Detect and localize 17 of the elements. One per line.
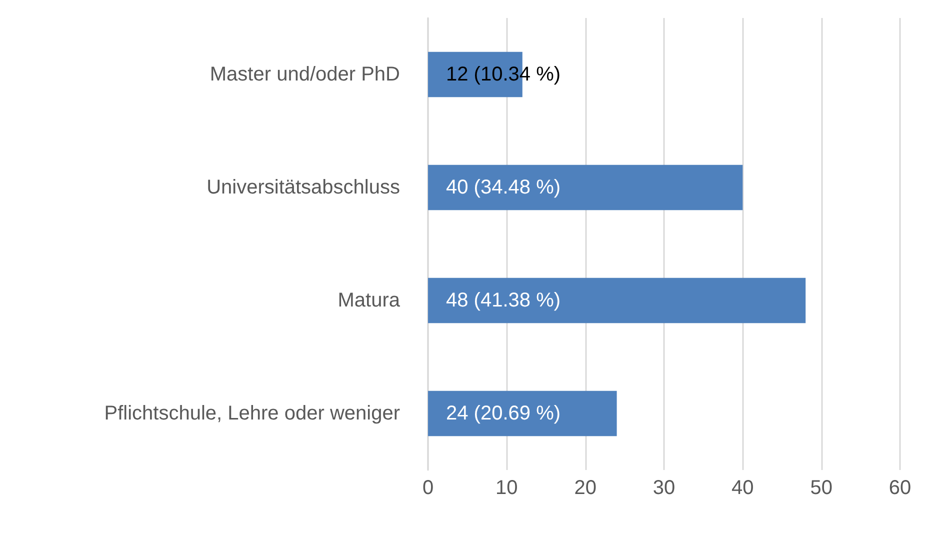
y-tick-label: Master und/oder PhD	[210, 64, 400, 86]
y-tick-label: Universitätsabschluss	[206, 176, 400, 198]
bar	[428, 390, 617, 436]
x-tick-label: 20	[574, 477, 596, 499]
bar	[428, 278, 806, 324]
y-tick-label: Pflichtschule, Lehre oder weniger	[104, 402, 400, 424]
data-label: 48 (41.38 %)	[446, 290, 561, 312]
x-tick-label: 60	[888, 477, 912, 499]
bar	[428, 164, 743, 210]
data-label: 40 (34.48 %)	[446, 176, 561, 198]
x-tick-label: 30	[652, 477, 676, 499]
x-tick-label: 10	[496, 477, 518, 499]
x-tick-label: 0	[422, 477, 434, 499]
y-tick-label: Matura	[338, 290, 401, 312]
x-tick-label: 50	[810, 477, 832, 499]
x-tick-label: 40	[732, 477, 754, 499]
data-label: 24 (20.69 %)	[446, 402, 561, 424]
